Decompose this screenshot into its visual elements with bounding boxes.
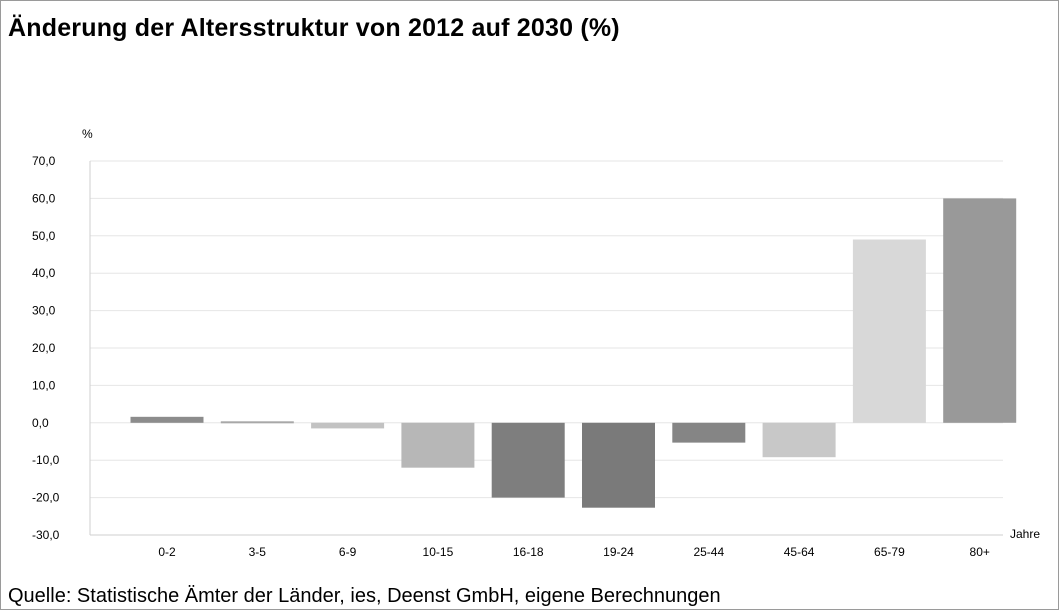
x-tick-label: 6-9 [339,545,357,559]
bar-6-9 [311,422,385,429]
x-tick-label: 25-44 [693,545,724,559]
y-tick-label: -20,0 [32,491,60,505]
x-tick-label: 0-2 [158,545,176,559]
x-tick-label: 65-79 [874,545,905,559]
bar-chart: 70,0 60,0 50,0 40,0 30,0 20,0 10,0 0,0 -10,0 -20,… [32,127,1040,559]
y-tick-label: 70,0 [32,154,56,168]
x-tick-label: 16-18 [513,545,544,559]
source-note: Quelle: Statistische Ämter der Länder, i… [8,585,721,607]
bar-3-5 [220,421,294,424]
bar-25-44 [672,422,746,443]
x-tick-label: 19-24 [603,545,634,559]
bar-19-24 [582,422,655,508]
x-tick-label: 45-64 [784,545,815,559]
axes [89,161,1003,536]
bar-80+ [943,198,1017,423]
bar-10-15 [401,422,475,468]
y-axis-label: % [82,127,93,141]
bar-0-2 [130,416,204,423]
y-tick-label: 30,0 [32,304,56,318]
y-tick-label: 40,0 [32,266,56,280]
bar-45-64 [762,422,836,458]
bar-65-79 [852,239,926,423]
x-tick-label: 10-15 [423,545,454,559]
y-tick-label: -10,0 [32,453,60,467]
y-tick-label: 0,0 [32,416,49,430]
bar-16-18 [491,422,565,498]
y-tick-label: 20,0 [32,341,56,355]
y-tick-label: 10,0 [32,378,56,392]
tick-labels: 70,0 60,0 50,0 40,0 30,0 20,0 10,0 0,0 -10,0 -20,… [32,127,1040,559]
bars [130,198,1017,508]
y-tick-label: 50,0 [32,229,56,243]
x-axis-label: Jahre [1010,527,1040,541]
y-tick-label: 60,0 [32,191,56,205]
x-tick-label: 3-5 [249,545,267,559]
y-tick-label: -30,0 [32,528,60,542]
x-tick-label: 80+ [970,545,990,559]
chart-title: Änderung der Altersstruktur von 2012 auf… [8,14,620,42]
